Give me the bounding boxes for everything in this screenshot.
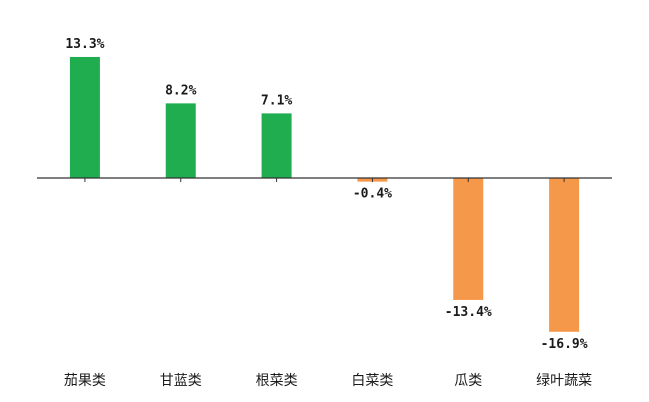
category-labels-layer: 茄果类 甘蓝类 根菜类 白菜类 瓜类 绿叶蔬菜 — [64, 372, 592, 389]
bar-value-label: -16.9% — [541, 337, 588, 352]
category-label: 茄果类 — [64, 372, 106, 389]
bar — [69, 56, 100, 178]
bar — [549, 178, 580, 332]
bar-value-label: -0.4% — [353, 187, 392, 202]
value-labels-layer: 13.3% 8.2% 7.1% -0.4% -13.4% -16.9% — [65, 37, 587, 352]
bars-layer — [69, 56, 580, 332]
category-label: 甘蓝类 — [160, 373, 202, 389]
bar — [261, 113, 292, 178]
ticks-layer — [84, 178, 565, 182]
category-label: 绿叶蔬菜 — [536, 373, 592, 389]
bar-value-label: 13.3% — [65, 37, 104, 52]
bar-value-label: 8.2% — [165, 83, 196, 98]
bar — [453, 178, 484, 300]
bar — [165, 103, 196, 178]
bar-value-label: 7.1% — [261, 93, 292, 108]
category-label: 白菜类 — [351, 373, 393, 389]
bar-value-label: -13.4% — [445, 305, 492, 320]
category-label: 根菜类 — [256, 373, 298, 389]
category-label: 瓜类 — [454, 373, 482, 389]
